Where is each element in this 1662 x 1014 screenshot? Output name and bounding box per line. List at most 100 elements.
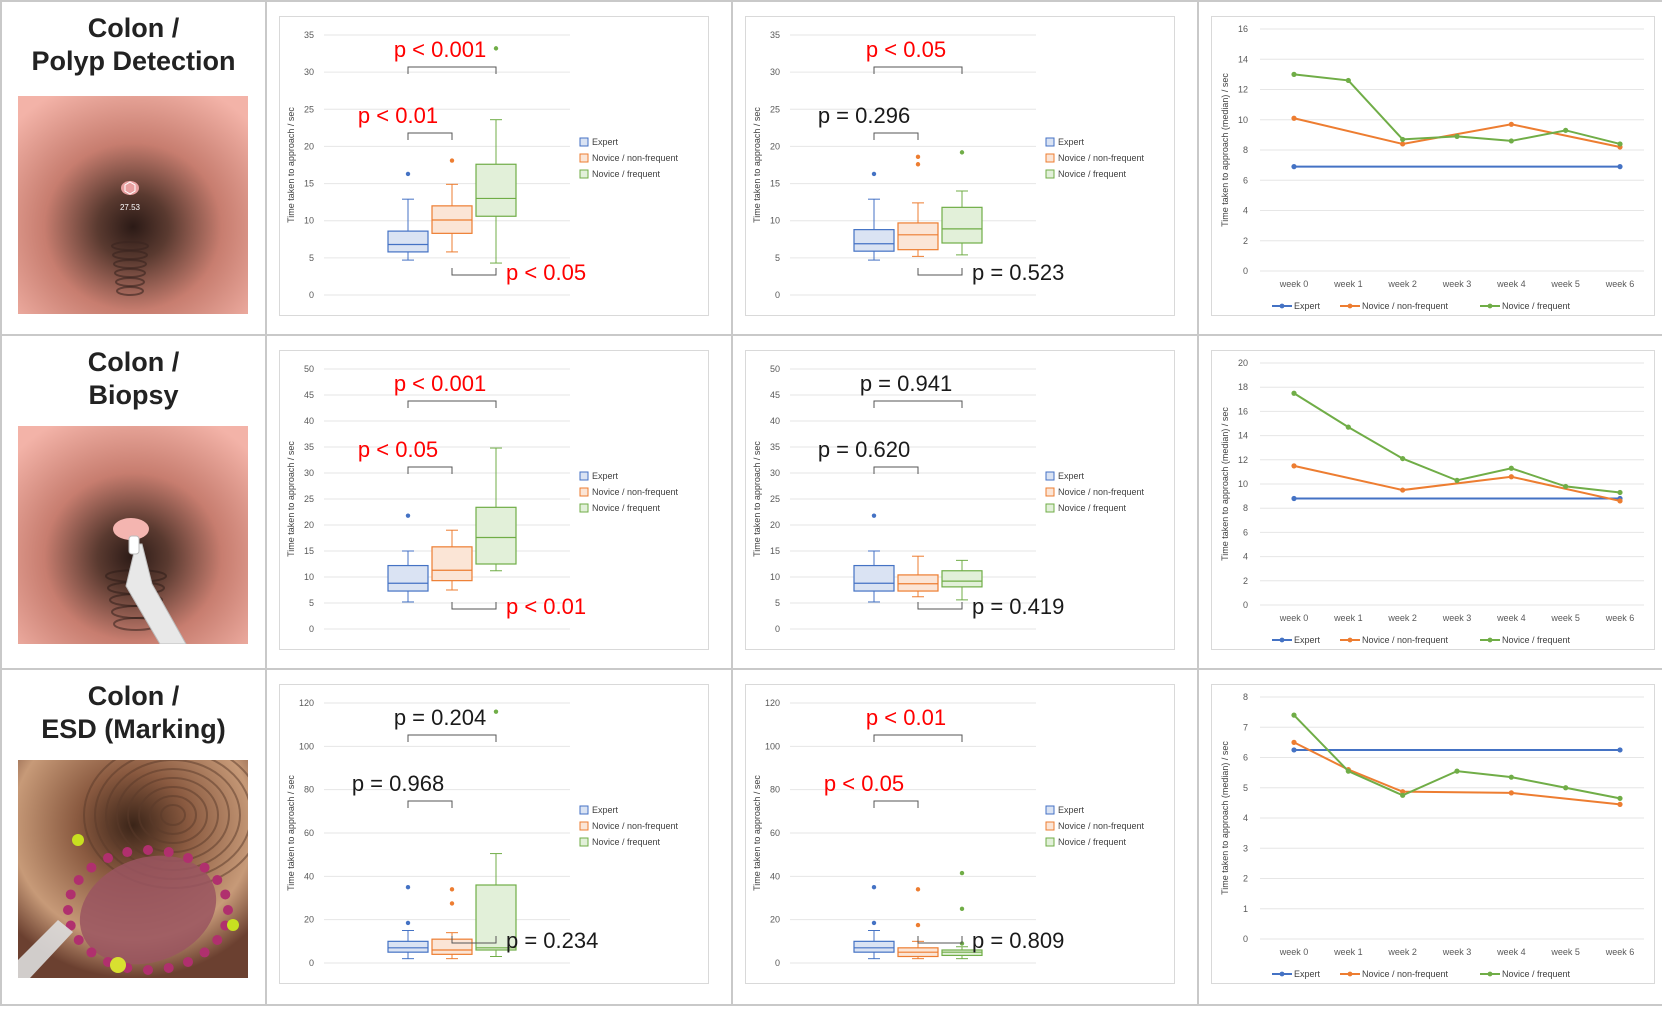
p-value-label: p < 0.001 xyxy=(394,371,486,396)
legend-label: Novice / non-frequent xyxy=(592,821,679,831)
significance-bracket: p = 0.523 xyxy=(917,260,1064,285)
data-point xyxy=(1508,121,1514,127)
y-tick-label: 15 xyxy=(304,179,314,189)
box-iqr xyxy=(387,230,429,253)
legend-marker xyxy=(1279,637,1285,643)
row-title-line2: Polyp Detection xyxy=(31,46,236,76)
y-tick-label: 8 xyxy=(1243,503,1248,513)
y-tick-label: 35 xyxy=(770,442,780,452)
significance-bracket: p < 0.05 xyxy=(866,37,963,74)
data-point xyxy=(1454,768,1460,774)
data-point xyxy=(1291,115,1297,121)
legend-marker xyxy=(1487,971,1493,977)
significance-bracket: p < 0.01 xyxy=(358,103,453,140)
data-point xyxy=(1563,785,1569,791)
y-tick-label: 0 xyxy=(1243,934,1248,944)
legend-item: Novice / non-frequent xyxy=(1340,635,1449,645)
outlier-point xyxy=(871,920,877,926)
p-value-label: p = 0.968 xyxy=(352,771,444,796)
y-tick-label: 45 xyxy=(304,390,314,400)
data-point xyxy=(1454,477,1460,483)
p-value-label: p < 0.001 xyxy=(394,37,486,62)
y-tick-label: 4 xyxy=(1243,813,1248,823)
legend-item: Novice / frequent xyxy=(1045,169,1127,179)
legend-label: Expert xyxy=(1294,635,1321,645)
legend-label: Novice / frequent xyxy=(1502,635,1571,645)
box-novice-frequent xyxy=(475,447,517,572)
y-axis-label: Time taken to approach / sec xyxy=(752,775,762,891)
y-tick-label: 12 xyxy=(1238,85,1248,95)
box-novice-frequent xyxy=(475,46,517,264)
y-tick-label: 100 xyxy=(299,741,314,751)
line-chart: 0 2 4 6 8 10 12 14 16 18 20 week 0 week 1 week 2 week … xyxy=(1211,350,1655,650)
legend-item: Expert xyxy=(1272,301,1321,311)
box-iqr xyxy=(941,570,983,588)
outlier-point xyxy=(449,158,455,163)
y-tick-label: 16 xyxy=(1238,24,1248,34)
y-tick-label: 10 xyxy=(1238,479,1248,489)
data-point xyxy=(1508,465,1514,471)
significance-bracket: p < 0.05 xyxy=(451,260,586,285)
x-tick-label: week 0 xyxy=(1279,279,1309,289)
series-novice-frequent xyxy=(1291,390,1623,496)
legend-marker xyxy=(1347,303,1353,309)
legend-item: Novice / non-frequent xyxy=(1045,153,1145,163)
legend-item: Novice / non-frequent xyxy=(1340,969,1449,979)
box-plot: 0 20 40 60 80 100 120 Time taken to approach / … xyxy=(279,684,709,984)
box-plot: 0 5 10 15 20 25 30 35 40 45 50 Time taken to approa… xyxy=(279,350,709,650)
data-point xyxy=(1454,133,1460,139)
data-point xyxy=(1617,795,1623,801)
y-tick-label: 14 xyxy=(1238,431,1248,441)
significance-bracket: p < 0.01 xyxy=(866,705,963,742)
legend-item: Expert xyxy=(1045,137,1085,147)
box-novice-frequent xyxy=(941,559,983,601)
series-novice-nonfrequent xyxy=(1291,463,1623,504)
box-expert xyxy=(853,171,895,261)
box-plot-svg: 0 5 10 15 20 25 30 35 40 45 50 Time taken to approa… xyxy=(286,364,679,634)
legend-swatch xyxy=(1045,837,1055,847)
outlier-point xyxy=(405,920,411,926)
data-point xyxy=(1291,71,1297,77)
x-tick-label: week 2 xyxy=(1387,613,1417,623)
y-tick-label: 25 xyxy=(304,494,314,504)
data-point xyxy=(1345,77,1351,84)
legend-label: Novice / non-frequent xyxy=(1058,487,1145,497)
legend-swatch xyxy=(1045,153,1055,163)
y-tick-label: 8 xyxy=(1243,692,1248,702)
y-tick-label: 0 xyxy=(1243,600,1248,610)
simulator-image: 27.53 xyxy=(18,96,248,314)
y-tick-label: 2 xyxy=(1243,874,1248,884)
data-point xyxy=(1617,489,1623,496)
box-novice-nonfrequent xyxy=(431,529,473,591)
legend-swatch xyxy=(579,837,589,847)
row-label-cell: Colon / ESD (Marking) xyxy=(0,668,267,1006)
x-tick-label: week 4 xyxy=(1496,613,1526,623)
legend-label: Expert xyxy=(1058,471,1085,481)
y-tick-label: 5 xyxy=(309,598,314,608)
significance-bracket: p < 0.001 xyxy=(394,37,497,74)
legend-swatch xyxy=(579,821,589,831)
data-point xyxy=(1400,487,1406,493)
data-point xyxy=(1400,455,1406,462)
y-tick-label: 20 xyxy=(304,520,314,530)
data-point xyxy=(1617,498,1623,504)
series-novice-frequent xyxy=(1291,71,1623,147)
y-axis-label: Time taken to approach / sec xyxy=(752,107,762,223)
y-tick-label: 20 xyxy=(770,520,780,530)
row-title-line1: Colon / xyxy=(87,681,180,711)
legend-item: Expert xyxy=(1045,805,1085,815)
box-plot-cell: 0 20 40 60 80 100 120 Time taken to approach / … xyxy=(731,668,1199,1006)
y-tick-label: 40 xyxy=(770,871,780,881)
y-axis-label: Time taken to approach / sec xyxy=(286,441,296,557)
line-chart: 0 2 4 6 8 10 12 14 16 week 0 week 1 week 2 week 3 wee… xyxy=(1211,16,1655,316)
box-plot-svg: 0 5 10 15 20 25 30 35 Time taken to approach / s… xyxy=(286,30,679,300)
y-tick-label: 20 xyxy=(304,915,314,925)
box-expert xyxy=(387,513,429,603)
y-tick-label: 50 xyxy=(304,364,314,374)
box-expert xyxy=(387,171,429,261)
box-plot-svg: 0 20 40 60 80 100 120 Time taken to approach / … xyxy=(752,698,1145,968)
x-tick-label: week 1 xyxy=(1333,613,1363,623)
data-point xyxy=(1400,136,1406,143)
simulator-image xyxy=(18,426,248,644)
legend-item: Novice / non-frequent xyxy=(579,821,679,831)
